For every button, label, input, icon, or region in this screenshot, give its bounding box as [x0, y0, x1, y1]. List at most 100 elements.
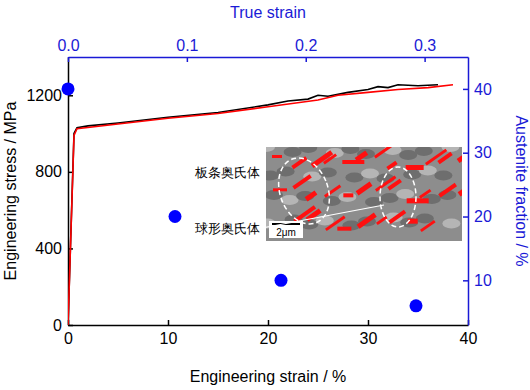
tick-mark	[268, 320, 270, 325]
tick: 0.3	[414, 37, 436, 62]
grain	[399, 150, 417, 160]
grain	[341, 147, 359, 154]
grain	[434, 171, 452, 181]
tick: 400	[35, 240, 73, 257]
tick: 10	[463, 272, 492, 289]
austenite-phase	[420, 220, 436, 232]
y2-axis: 10 20 30 40	[463, 58, 492, 326]
tick-label: 0.2	[295, 37, 317, 54]
grain	[299, 147, 317, 153]
tick: 0.0	[57, 37, 79, 62]
austenite-phase	[357, 213, 377, 229]
grain	[281, 195, 299, 205]
tick-label: 20	[474, 208, 492, 225]
tick-label: 0	[53, 317, 62, 334]
grain	[415, 147, 433, 156]
tick: 10	[160, 320, 178, 347]
data-point	[169, 210, 182, 223]
tick-mark	[463, 89, 468, 91]
austenite-phase	[337, 227, 351, 231]
tick: 30	[360, 320, 378, 347]
data-line	[68, 85, 453, 325]
tick-label: 1200	[26, 87, 62, 104]
tick-label: 30	[474, 144, 492, 161]
x2-axis: 0.0 0.1 0.2 0.3	[57, 37, 468, 62]
grain	[323, 196, 341, 206]
annotation: 板条奥氏体	[194, 165, 260, 180]
tick-label: 0.3	[414, 37, 436, 54]
tick-label: 30	[360, 330, 378, 347]
tick-label: 20	[260, 330, 278, 347]
austenite-phase	[458, 186, 462, 196]
tick-mark	[305, 57, 307, 62]
y2-axis-line	[468, 58, 470, 326]
data-point	[62, 82, 75, 95]
micrograph-ground	[266, 147, 462, 241]
tick: 0.1	[176, 37, 198, 62]
austenite-phase	[292, 174, 311, 189]
austenite-phase	[419, 189, 431, 199]
tick-mark	[463, 152, 468, 154]
plot-points	[62, 82, 423, 312]
austenite-phase	[342, 160, 364, 164]
austenite-phase	[343, 193, 353, 197]
tick-label: 0	[64, 330, 73, 347]
tick-mark	[463, 280, 468, 282]
austenite-phase	[437, 152, 452, 164]
tick-mark	[368, 320, 370, 325]
plot-lines	[68, 85, 453, 325]
austenite-phase	[387, 179, 402, 191]
tick-label: 0.1	[176, 37, 198, 54]
tick-mark	[68, 57, 70, 62]
tick-label: 40	[474, 81, 492, 98]
tick: 20	[463, 208, 492, 225]
austenite-phase	[457, 147, 462, 163]
tick: 0.2	[295, 37, 317, 62]
grain	[345, 173, 363, 183]
x-axis-title: Engineering strain / %	[190, 368, 347, 385]
grain	[361, 169, 379, 179]
austenite-phase	[272, 155, 282, 158]
data-point	[275, 274, 288, 287]
y-axis-title: Engineering stress / MPa	[2, 102, 19, 281]
grain	[338, 192, 356, 202]
austenite-phase	[438, 183, 457, 198]
tick: 800	[35, 163, 73, 180]
tick-label: 10	[474, 272, 492, 289]
austenite-phase	[406, 165, 424, 170]
annotation: 球形奥氏体	[195, 221, 260, 236]
leader-line	[262, 205, 384, 228]
tick: 30	[463, 144, 492, 161]
tick: 0	[53, 317, 73, 334]
austenite-phase	[374, 147, 392, 158]
tick-label: 400	[35, 240, 62, 257]
tick-mark	[424, 57, 426, 62]
y2-axis-title: Austenite fraction / %	[513, 115, 530, 266]
tick-label: 800	[35, 163, 62, 180]
tick: 20	[260, 320, 278, 347]
austenite-phase	[305, 190, 318, 201]
data-point	[410, 299, 423, 312]
tick-mark	[168, 320, 170, 325]
x2-axis-title: True strain	[230, 4, 306, 21]
austenite-phase	[355, 151, 369, 163]
tick-label: 40	[460, 330, 478, 347]
austenite-phase	[356, 182, 373, 196]
micrograph: 2μm	[257, 142, 478, 241]
austenite-phase	[324, 184, 341, 197]
grain	[266, 147, 275, 152]
globular-region	[380, 167, 416, 227]
tick-mark	[463, 216, 468, 218]
austenite-phase	[388, 210, 406, 224]
grain	[396, 189, 414, 199]
y-axis: 0 400 800 1200	[26, 58, 73, 334]
austenite-phase	[376, 216, 388, 225]
tick-label: 0.0	[57, 37, 79, 54]
grain	[284, 147, 302, 157]
tick-label: 10	[160, 330, 178, 347]
austenite-phase	[407, 198, 429, 203]
grain	[442, 219, 460, 229]
austenite-phase	[323, 153, 337, 164]
tick: 40	[463, 81, 492, 98]
lath-region	[270, 151, 338, 231]
